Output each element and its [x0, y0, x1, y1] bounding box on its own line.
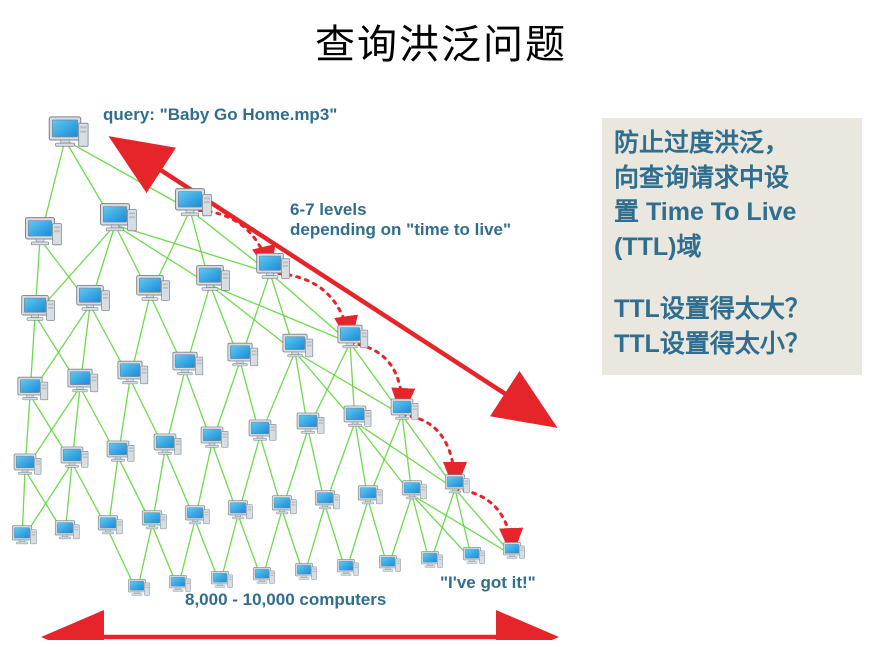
sidebar-line: 防止过度洪泛，: [614, 126, 850, 161]
network-diagram: query: "Baby Go Home.mp3" 6-7 levels dep…: [10, 95, 595, 640]
page-title: 查询洪泛问题: [0, 0, 882, 70]
levels-label: 6-7 levels depending on "time to live": [290, 200, 511, 240]
gotit-label: "I've got it!": [440, 573, 536, 593]
sidebar-textbox: 防止过度洪泛， 向查询请求中设 置 Time To Live (TTL)域 TT…: [602, 118, 862, 375]
levels-label-line: 6-7 levels: [290, 200, 511, 220]
sidebar-line: TTL设置得太大？: [614, 292, 850, 327]
levels-label-line: depending on "time to live": [290, 220, 511, 240]
sidebar-line: 向查询请求中设: [614, 161, 850, 196]
query-label: query: "Baby Go Home.mp3": [103, 105, 337, 125]
sidebar-line: (TTL)域: [614, 230, 850, 265]
bottom-label: 8,000 - 10,000 computers: [185, 590, 386, 610]
sidebar-line: 置 Time To Live: [614, 195, 850, 230]
sidebar-line: TTL设置得太小？: [614, 327, 850, 362]
